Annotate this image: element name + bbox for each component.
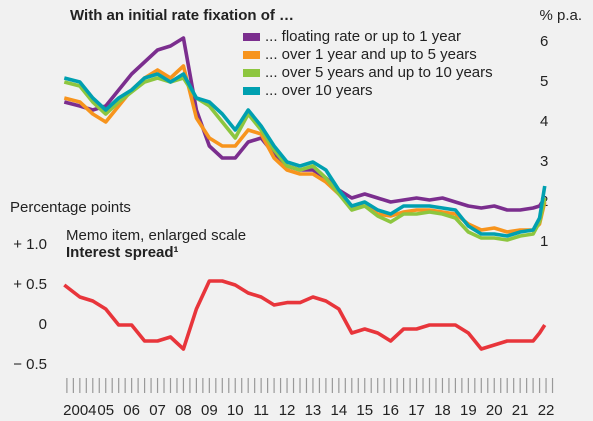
x-tick-label: 2004	[63, 402, 96, 419]
x-tick-label: 19	[460, 402, 477, 419]
x-tick-label: 17	[408, 402, 425, 419]
x-tick-label: 14	[330, 402, 347, 419]
legend-swatch	[243, 51, 260, 59]
chart-title: With an initial rate fixation of …	[70, 7, 294, 24]
subtitle: Memo item, enlarged scale	[66, 227, 246, 244]
legend-swatch	[243, 33, 260, 41]
x-tick-label: 12	[279, 402, 296, 419]
series-line	[63, 36, 547, 212]
x-tick-label: 07	[149, 402, 166, 419]
y-axis-label: Percentage points	[10, 199, 131, 216]
legend-label: ... floating rate or up to 1 year	[265, 28, 461, 45]
x-tick-label: 06	[123, 402, 140, 419]
x-tick-label: 10	[227, 402, 244, 419]
y-tick-label: 3	[540, 153, 548, 170]
y-tick-label: − 0.5	[13, 356, 47, 373]
y-tick-label: 6	[540, 33, 548, 50]
y-tick-label: + 1.0	[13, 236, 47, 253]
y-tick-label: 1	[540, 233, 548, 250]
y-tick-label: 0	[39, 316, 47, 333]
x-tick-label: 20	[486, 402, 503, 419]
series-line	[63, 72, 547, 238]
y-tick-label: 4	[540, 113, 548, 130]
legend-label: ... over 1 year and up to 5 years	[265, 46, 477, 63]
x-tick-label: 05	[97, 402, 114, 419]
legend-label: ... over 5 years and up to 10 years	[265, 64, 493, 81]
y-axis-label: % p.a.	[539, 7, 582, 24]
legend-swatch	[243, 87, 260, 95]
series-line	[63, 279, 547, 351]
y-tick-label: 5	[540, 73, 548, 90]
x-tick-label: 08	[175, 402, 192, 419]
chart-title: Interest spread¹	[66, 244, 179, 261]
x-tick-label: 16	[382, 402, 399, 419]
x-tick-label: 13	[305, 402, 322, 419]
x-tick-label: 22	[538, 402, 555, 419]
x-tick-label: 21	[512, 402, 529, 419]
legend-label: ... over 10 years	[265, 82, 373, 99]
legend-swatch	[243, 69, 260, 77]
x-tick-label: 09	[201, 402, 218, 419]
y-tick-label: + 0.5	[13, 276, 47, 293]
x-tick-label: 18	[434, 402, 451, 419]
x-tick-label: 15	[356, 402, 373, 419]
x-tick-label: 11	[253, 402, 269, 419]
series-line	[63, 76, 547, 242]
